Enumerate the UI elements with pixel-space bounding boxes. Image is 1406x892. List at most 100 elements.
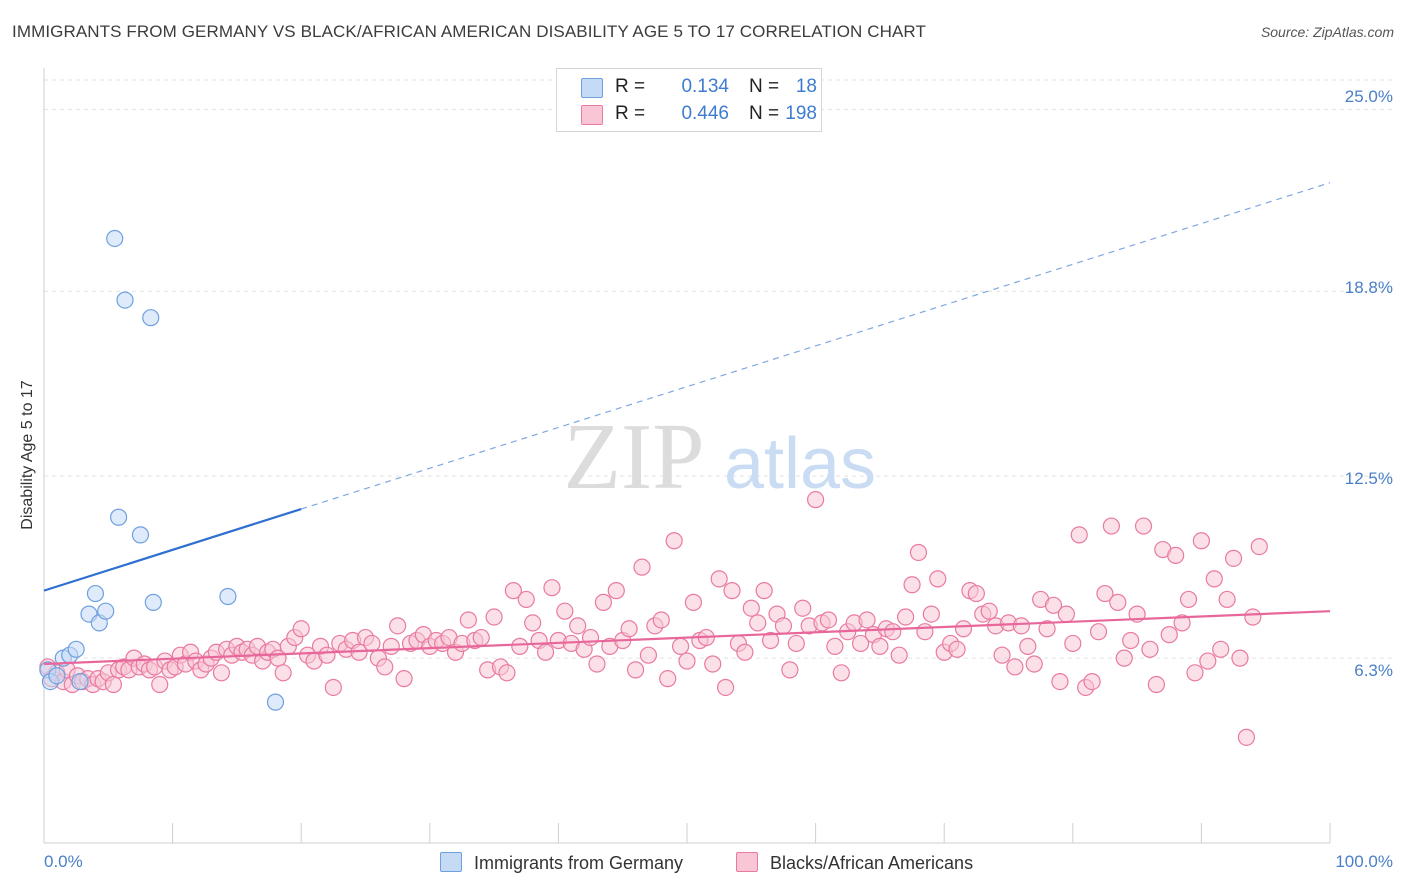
data-point-black xyxy=(659,670,677,688)
legend-r-label: R = xyxy=(615,76,646,97)
data-point-black xyxy=(1134,517,1153,535)
data-point-black xyxy=(543,579,561,597)
watermark-zip: ZIP xyxy=(564,405,705,509)
data-point-black xyxy=(852,634,870,653)
watermark-atlas: atlas xyxy=(724,424,876,504)
data-point-germany xyxy=(144,593,162,611)
data-point-germany xyxy=(109,508,128,526)
data-point-black xyxy=(684,593,703,611)
data-point-black xyxy=(1102,517,1120,535)
legend-r-label: R = xyxy=(615,103,646,124)
data-point-black xyxy=(755,582,773,600)
data-point-black xyxy=(517,590,535,609)
data-point-black xyxy=(929,570,947,588)
legend-n-label: N = xyxy=(749,76,780,97)
source-label: Source: ZipAtlas.com xyxy=(1260,24,1394,40)
data-point-black xyxy=(794,599,812,617)
legend: R = 0.134 N = 18 R = 0.446 N = 198 xyxy=(556,68,822,132)
series-germany-points xyxy=(39,229,285,711)
bottom-legend-swatch-germany xyxy=(440,852,462,872)
y-tick-label-12-5: 12.5% xyxy=(1344,469,1393,488)
data-point-black xyxy=(504,582,522,600)
y-tick-label-25: 25.0% xyxy=(1344,87,1393,106)
data-point-black xyxy=(382,637,400,655)
data-point-black xyxy=(806,491,825,509)
data-point-black xyxy=(909,543,928,562)
data-point-black xyxy=(781,661,799,679)
data-point-black xyxy=(511,637,529,655)
data-point-black xyxy=(1057,605,1075,623)
chart-title: IMMIGRANTS FROM GERMANY VS BLACK/AFRICAN… xyxy=(12,22,926,41)
data-point-germany xyxy=(131,526,150,544)
data-point-black xyxy=(1160,626,1178,644)
trend-line-germany-solid xyxy=(43,507,302,592)
y-tick-label-6-3: 6.3% xyxy=(1354,661,1393,680)
data-point-germany xyxy=(48,667,66,685)
data-point-black xyxy=(749,614,767,632)
bottom-legend-label-black: Blacks/African Americans xyxy=(770,853,974,873)
y-tick-label-18-8: 18.8% xyxy=(1344,278,1393,297)
data-point-germany xyxy=(71,672,89,691)
data-point-black xyxy=(858,611,876,629)
data-point-black xyxy=(1205,570,1223,588)
bottom-legend-swatch-black xyxy=(736,852,758,872)
data-point-black xyxy=(678,652,696,670)
data-point-black xyxy=(472,628,490,647)
data-point-black xyxy=(1250,538,1268,556)
data-point-black xyxy=(1025,655,1043,673)
data-point-black xyxy=(620,620,638,638)
legend-r-value: 0.134 xyxy=(681,76,729,97)
data-point-black xyxy=(704,655,722,673)
y-axis-label: Disability Age 5 to 17 xyxy=(19,380,36,530)
data-point-black xyxy=(212,664,231,682)
data-point-black xyxy=(723,582,741,600)
data-point-germany xyxy=(97,602,115,620)
data-point-black xyxy=(626,661,645,679)
data-point-black xyxy=(395,670,413,688)
data-point-black xyxy=(742,599,760,617)
data-point-black xyxy=(710,570,728,588)
trend-lines xyxy=(43,182,1331,666)
bottom-legend-germany: Immigrants from Germany xyxy=(440,852,683,874)
data-point-black xyxy=(1012,617,1030,635)
data-point-black xyxy=(389,617,407,635)
legend-swatch-black xyxy=(581,105,603,125)
data-point-black xyxy=(1070,526,1088,544)
axes xyxy=(43,68,1331,844)
legend-n-value: 18 xyxy=(795,76,817,97)
data-point-black xyxy=(607,582,625,600)
data-point-black xyxy=(954,620,973,638)
data-point-black xyxy=(594,593,613,611)
data-point-black xyxy=(569,617,587,635)
data-point-black xyxy=(652,611,670,629)
data-point-black xyxy=(459,611,477,629)
data-point-black xyxy=(1122,631,1140,650)
data-point-black xyxy=(1147,675,1165,694)
legend-n-label: N = xyxy=(749,103,780,124)
data-point-germany xyxy=(142,309,160,327)
trend-line-black xyxy=(43,610,1331,666)
data-point-black xyxy=(376,658,394,676)
data-point-black xyxy=(274,664,292,682)
data-point-black xyxy=(1019,637,1037,655)
data-point-black xyxy=(1051,672,1069,691)
data-point-black xyxy=(787,634,805,653)
data-point-black xyxy=(1192,532,1211,550)
data-point-black xyxy=(832,664,850,682)
data-point-black xyxy=(1096,584,1114,603)
data-point-black xyxy=(922,605,940,623)
data-point-black xyxy=(916,623,934,641)
data-point-black xyxy=(363,634,381,653)
bottom-legend-label-germany: Immigrants from Germany xyxy=(474,853,684,873)
data-point-black xyxy=(1237,728,1256,746)
data-point-black xyxy=(324,678,342,697)
data-point-black xyxy=(498,664,516,682)
data-point-black xyxy=(1244,608,1262,626)
data-point-black xyxy=(104,675,123,694)
data-point-black xyxy=(292,620,310,638)
data-point-black xyxy=(151,675,169,694)
data-point-black xyxy=(903,576,921,594)
data-point-germany xyxy=(106,229,124,248)
data-point-black xyxy=(1044,596,1063,614)
data-point-black xyxy=(556,602,574,620)
